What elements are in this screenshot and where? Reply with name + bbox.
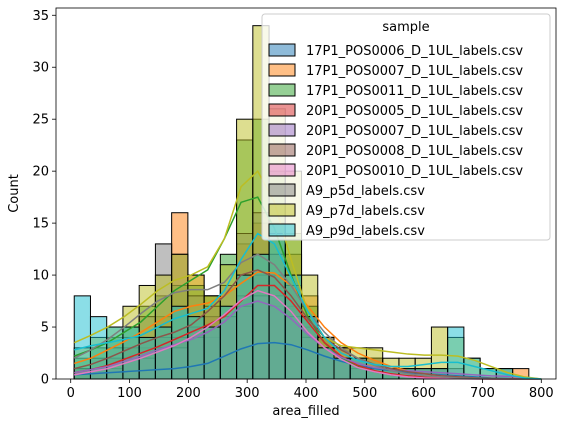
legend-swatch-3 <box>268 103 296 117</box>
x-tick-label-500: 500 <box>352 386 377 401</box>
legend-label-6: 20P1_POS0010_D_1UL_labels.csv <box>306 164 523 179</box>
y-tick-label-10: 10 <box>32 269 49 284</box>
legend-label-9: A9_p9d_labels.csv <box>306 224 425 239</box>
bar-s9-b12 <box>268 233 286 380</box>
kde-line-4 <box>74 300 542 380</box>
x-tick-label-400: 400 <box>294 386 319 401</box>
y-axis: 0 5 10 15 20 25 30 35 <box>32 9 56 388</box>
legend-label-2: 17P1_POS0011_D_1UL_labels.csv <box>306 84 523 99</box>
legend-label-5: 20P1_POS0008_D_1UL_labels.csv <box>306 144 523 159</box>
x-tick-label-300: 300 <box>235 386 260 401</box>
legend: sample 17P1_POS0006_D_1UL_labels.csv17P1… <box>261 13 551 241</box>
x-axis: 0 100 200 300 400 500 600 700 800 <box>67 379 554 401</box>
y-axis-label: Count <box>7 174 22 213</box>
legend-label-0: 17P1_POS0006_D_1UL_labels.csv <box>306 44 523 59</box>
y-tick-label-0: 0 <box>41 373 49 388</box>
x-tick-label-200: 200 <box>176 386 201 401</box>
y-tick-label-20: 20 <box>32 165 49 180</box>
bar-s9-b8 <box>203 326 221 380</box>
bar-s9-b14 <box>301 316 319 380</box>
legend-label-3: 20P1_POS0005_D_1UL_labels.csv <box>306 104 523 119</box>
x-tick-label-600: 600 <box>411 386 436 401</box>
x-axis-label: area_filled <box>272 404 339 419</box>
legend-label-4: 20P1_POS0007_D_1UL_labels.csv <box>306 124 523 139</box>
bar-s9-b10 <box>236 274 254 380</box>
legend-label-1: 17P1_POS0007_D_1UL_labels.csv <box>306 64 523 79</box>
y-tick-label-30: 30 <box>32 61 49 76</box>
kde-line-9 <box>74 232 542 380</box>
legend-swatch-1 <box>268 63 296 77</box>
legend-swatch-6 <box>268 163 296 177</box>
x-tick-label-700: 700 <box>470 386 495 401</box>
legend-swatch-8 <box>268 203 296 217</box>
legend-swatch-0 <box>268 43 296 57</box>
x-tick-label-800: 800 <box>529 386 554 401</box>
kde-line-5 <box>74 269 542 380</box>
bar-s9-b23 <box>447 326 465 380</box>
legend-swatch-7 <box>268 183 296 197</box>
y-tick-label-35: 35 <box>32 9 49 24</box>
y-tick-label-25: 25 <box>32 113 49 128</box>
legend-swatch-5 <box>268 143 296 157</box>
legend-items: 17P1_POS0006_D_1UL_labels.csv 17P1_POS000… <box>268 43 523 239</box>
legend-label-8: A9_p7d_labels.csv <box>306 204 425 219</box>
kde-line-0 <box>74 341 542 380</box>
y-tick-label-15: 15 <box>32 217 49 232</box>
y-tick-label-5: 5 <box>41 321 49 336</box>
legend-swatch-2 <box>268 83 296 97</box>
legend-swatch-9 <box>268 223 296 237</box>
legend-box <box>261 13 551 241</box>
legend-label-7: A9_p5d_labels.csv <box>306 184 425 199</box>
legend-title: sample <box>382 20 429 35</box>
x-tick-label-100: 100 <box>117 386 142 401</box>
legend-swatch-4 <box>268 123 296 137</box>
x-tick-label-0: 0 <box>67 386 75 401</box>
